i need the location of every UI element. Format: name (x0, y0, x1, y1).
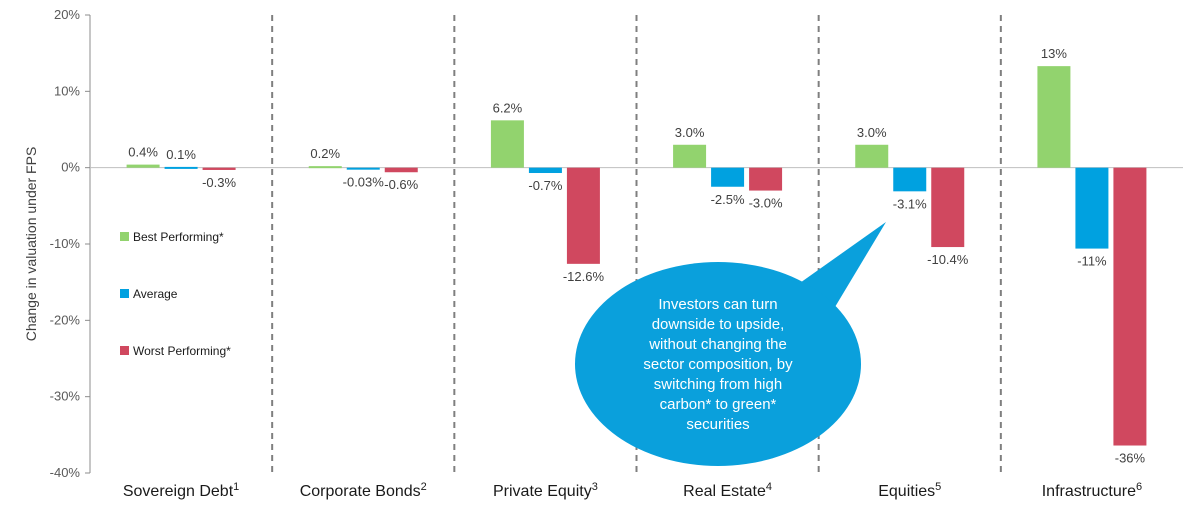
data-label: -11% (1077, 254, 1107, 269)
data-label: 0.4% (128, 145, 158, 160)
category-label: Sovereign Debt1 (123, 481, 239, 500)
bar (566, 167, 600, 264)
data-label: -36% (1115, 451, 1146, 466)
category-labels: Sovereign Debt1 Corporate Bonds2 Private E… (123, 481, 1142, 500)
y-tick-label: -40% (50, 465, 81, 480)
bar (1037, 66, 1071, 168)
y-tick-label: 0% (61, 160, 80, 175)
data-label: 6.2% (493, 100, 523, 115)
callout-text-line: without changing the (648, 336, 787, 353)
legend-label: Average (133, 287, 178, 301)
category-label: Corporate Bonds2 (300, 481, 427, 500)
data-label: 0.1% (166, 147, 196, 162)
bar (164, 166, 198, 169)
data-label: 3.0% (857, 125, 887, 140)
bar (931, 167, 965, 248)
category-label: Real Estate4 (683, 481, 772, 500)
data-label: -0.3% (202, 175, 236, 190)
data-label: -3.1% (893, 196, 927, 211)
bar (384, 167, 418, 173)
bar (855, 144, 889, 168)
callout-text-line: sector composition, by (643, 356, 793, 373)
bar (490, 120, 524, 168)
data-label: 3.0% (675, 125, 705, 140)
callout: Investors can turn downside to upside, wit… (575, 222, 886, 466)
category-label: Private Equity3 (493, 481, 598, 500)
category-label: Equities5 (878, 481, 941, 500)
data-label: -10.4% (927, 252, 969, 267)
bar (1075, 167, 1109, 249)
bar (126, 164, 160, 168)
y-axis: 20% 10% 0% -10% -20% -30% -40% (50, 7, 1183, 480)
callout-text-line: switching from high (654, 376, 782, 393)
data-label: -2.5% (711, 192, 745, 207)
data-label: 13% (1041, 46, 1067, 61)
bar (711, 167, 745, 187)
bar (893, 167, 927, 192)
callout-bubble (575, 262, 861, 466)
legend-swatch (120, 289, 129, 298)
legend-label: Worst Performing* (133, 344, 231, 358)
bar (749, 167, 783, 191)
data-label: 0.2% (310, 146, 340, 161)
callout-text-line: securities (686, 416, 749, 433)
y-tick-label: -20% (50, 312, 81, 327)
data-label: -3.0% (749, 196, 783, 211)
callout-text-line: carbon* to green* (660, 396, 777, 413)
bar (673, 144, 707, 168)
legend-label: Best Performing* (133, 230, 224, 244)
bar (528, 167, 562, 174)
bar (346, 167, 380, 170)
y-tick-label: -30% (50, 389, 81, 404)
y-tick-label: -10% (50, 236, 81, 251)
legend: Best Performing* Average Worst Performing* (120, 230, 231, 358)
data-label: -12.6% (563, 269, 605, 284)
data-labels: 0.4% 0.1% -0.3% 0.2%-0.03% -0.6% 6.2% -0.7% -12… (128, 46, 1145, 465)
category-label: Infrastructure6 (1042, 481, 1142, 500)
bar (308, 166, 342, 169)
legend-swatch (120, 346, 129, 355)
y-tick-label: 20% (54, 7, 80, 22)
bar (202, 167, 236, 170)
data-label: -0.03% (343, 175, 385, 190)
data-label: -0.6% (384, 177, 418, 192)
data-label: -0.7% (528, 178, 562, 193)
callout-text-line: downside to upside, (652, 316, 785, 333)
callout-text-line: Investors can turn (658, 296, 777, 313)
legend-swatch (120, 232, 129, 241)
bar (1113, 167, 1147, 446)
y-tick-label: 10% (54, 83, 80, 98)
bars (126, 66, 1147, 446)
y-axis-title: Change in valuation under FPS (23, 147, 39, 342)
